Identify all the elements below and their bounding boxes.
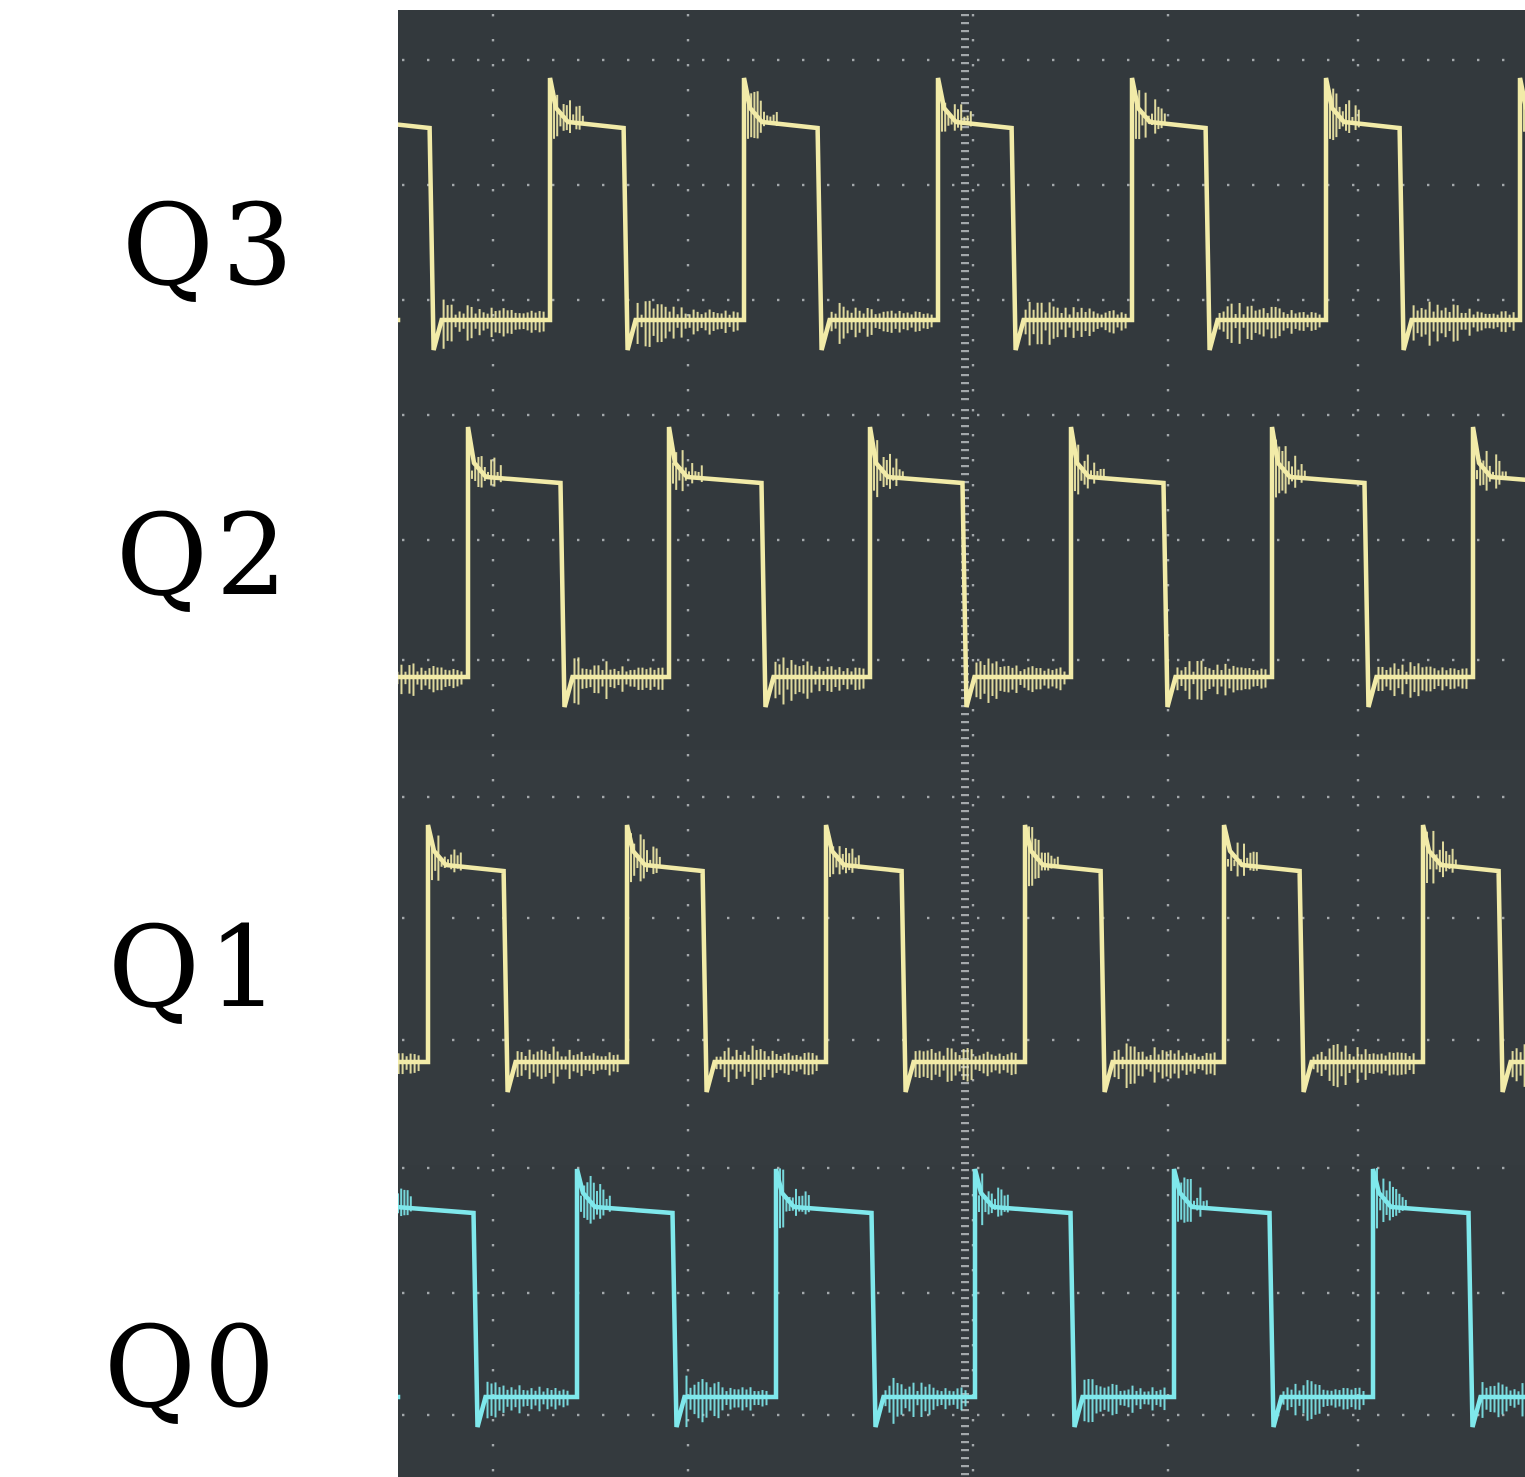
scope-panel-q2	[398, 405, 1525, 750]
waveform-trace	[398, 824, 1525, 1093]
waveform-trace	[398, 426, 1525, 708]
waveform-trace	[398, 1168, 1525, 1428]
scope-screen-q2	[398, 405, 1525, 750]
scope-panel-q1	[398, 750, 1525, 1165]
channel-label-q2: Q2	[116, 491, 296, 621]
waveform-trace	[398, 77, 1525, 351]
scope-panel-q0	[398, 1165, 1525, 1477]
scope-screen-q1	[398, 750, 1525, 1165]
channel-label-q0: Q0	[104, 1303, 284, 1433]
scope-screen-q3	[398, 10, 1525, 405]
channel-label-q3: Q3	[122, 181, 302, 311]
channel-label-q1: Q1	[108, 903, 288, 1033]
scope-panel-q3	[398, 10, 1525, 405]
scope-screen-q0	[398, 1165, 1525, 1477]
